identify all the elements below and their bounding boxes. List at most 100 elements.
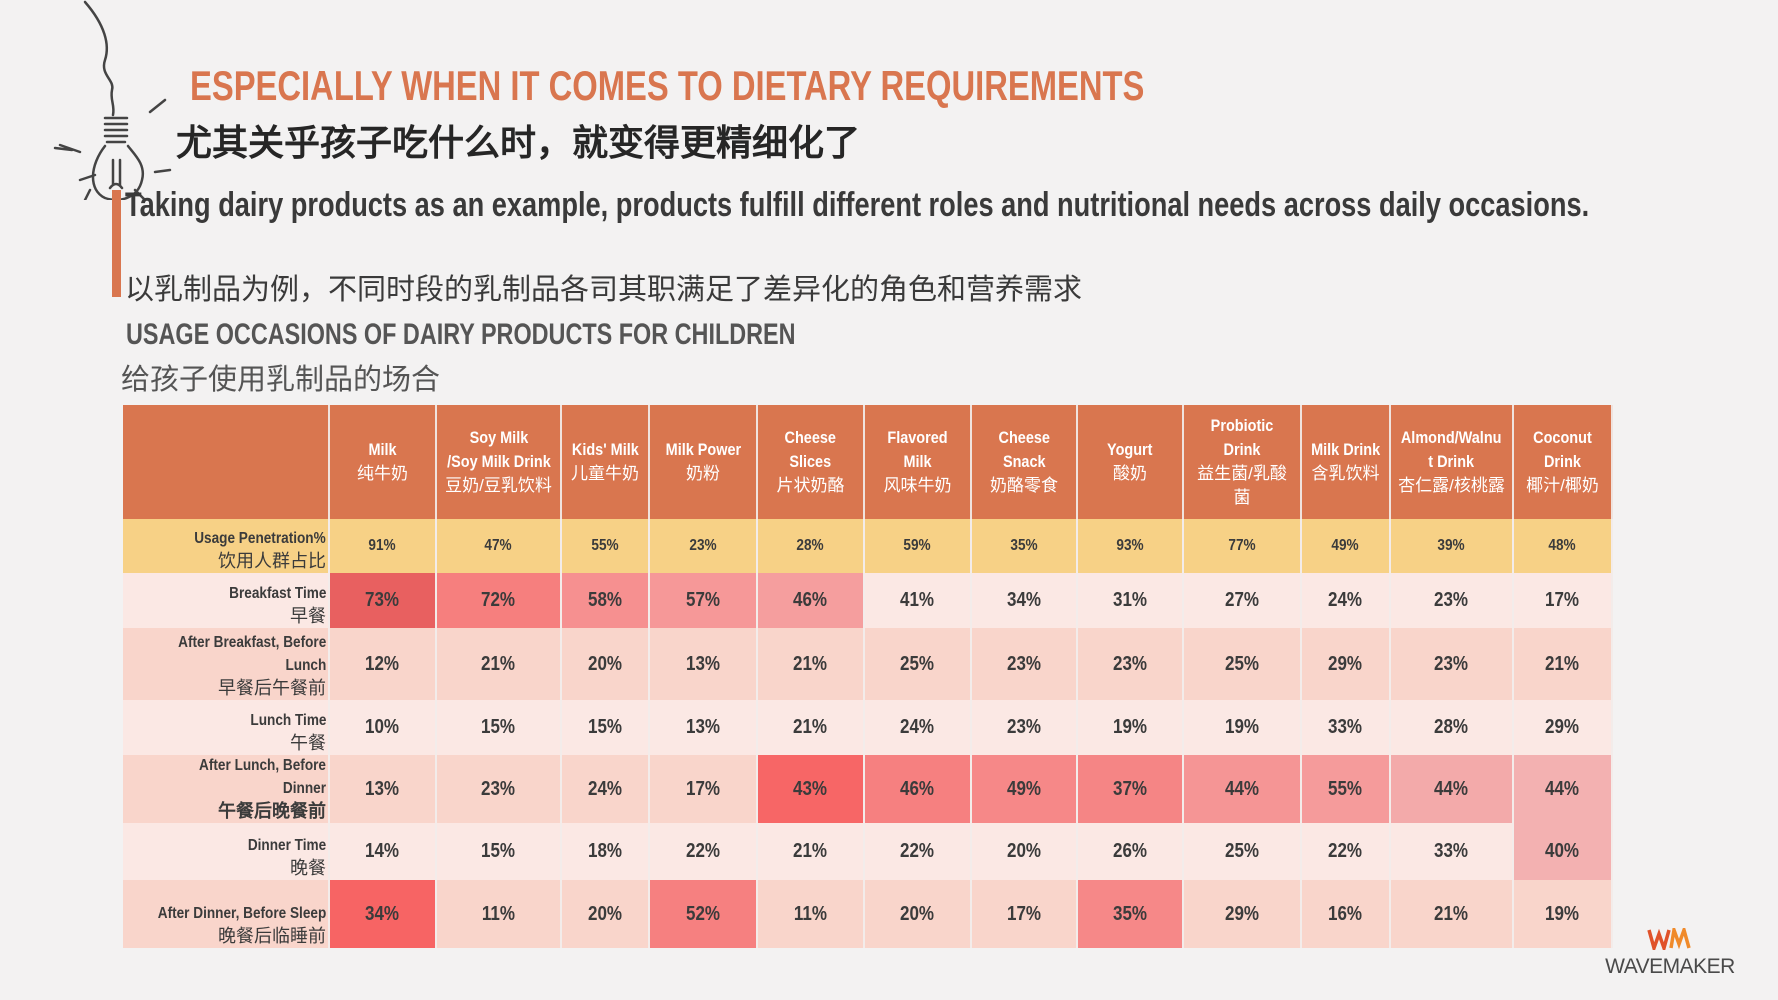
row-label-zh: 午餐后晚餐前 [218, 801, 326, 821]
table-cell: 46% [865, 755, 972, 823]
column-header-en: Cheese Snack [998, 428, 1050, 471]
table-cell: 23% [1078, 628, 1184, 700]
table-cell: 17% [1514, 573, 1613, 628]
table-cell: 12% [330, 628, 437, 700]
cell-value: 47% [484, 537, 513, 554]
column-header: Probiotic Drink 益生菌/乳酸 菌 [1184, 405, 1302, 519]
cell-value: 22% [900, 840, 935, 862]
table-cell: 18% [562, 823, 650, 880]
cell-value: 21% [793, 716, 828, 738]
cell-value: 29% [1545, 716, 1580, 738]
cell-value: 21% [1434, 902, 1469, 925]
column-header: Milk Drink 含乳饮料 [1302, 405, 1391, 519]
cell-value: 55% [1328, 777, 1363, 800]
cell-value: 40% [1545, 840, 1580, 862]
intro-text-zh: 以乳制品为例，不同时段的乳制品各司其职满足了差异化的角色和营养需求 [125, 274, 1083, 306]
cell-value: 23% [689, 537, 717, 554]
table-cell: 72% [437, 573, 562, 628]
table-cell: 44% [1514, 755, 1613, 823]
row-label-en: Usage Penetration% [194, 530, 326, 547]
table-cell: 13% [650, 700, 758, 755]
cell-value: 58% [587, 589, 623, 611]
wavemaker-logo: WAVEMAKER [1605, 923, 1735, 979]
cell-value: 25% [900, 652, 935, 675]
cell-value: 22% [685, 840, 721, 862]
column-header-en: Soy Milk /Soy Milk Drink [446, 428, 551, 471]
cell-value: 25% [1224, 840, 1260, 862]
table-cell: 20% [562, 628, 650, 700]
cell-value: 20% [587, 652, 623, 675]
table-cell: 20% [562, 880, 650, 948]
cell-value: 14% [365, 840, 400, 862]
cell-value: 41% [900, 589, 935, 611]
cell-value: 24% [900, 716, 935, 738]
row-label-en: After Dinner, Before Sleep [157, 905, 326, 922]
table-cell: 52% [650, 880, 758, 948]
table-cell: 43% [758, 755, 865, 823]
table-cell: 23% [1391, 573, 1514, 628]
table-cell: 34% [330, 880, 437, 948]
table-cell: 25% [865, 628, 972, 700]
cell-value: 59% [903, 537, 932, 554]
table-cell: 49% [972, 755, 1078, 823]
table-cell: 22% [650, 823, 758, 880]
table-cell: 23% [972, 628, 1078, 700]
table-cell: 73% [330, 573, 437, 628]
column-header-en: Milk Drink [1310, 440, 1381, 459]
cell-value: 44% [1224, 777, 1260, 800]
logo-text: WAVEMAKER [1605, 955, 1735, 978]
section-title-text: USAGE OCCASIONS OF DAIRY PRODUCTS FOR CH… [126, 318, 796, 351]
cell-value: 24% [1328, 589, 1363, 611]
column-header: Yogurt 酸奶 [1078, 405, 1184, 519]
column-header-zh: 片状奶酪 [776, 476, 845, 495]
column-header-en: Yogurt [1107, 440, 1153, 459]
cell-value: 13% [365, 777, 400, 800]
row-label: After Dinner, Before Sleep 晚餐后临睡前 [123, 880, 330, 948]
cell-value: 23% [481, 777, 516, 800]
table-cell: 44% [1184, 755, 1302, 823]
table-cell: 10% [330, 700, 437, 755]
table-cell: 21% [758, 823, 865, 880]
table-cell: 27% [1184, 573, 1302, 628]
table-cell: 19% [1514, 880, 1613, 948]
table-cell: 57% [650, 573, 758, 628]
table-cell: 13% [330, 755, 437, 823]
row-label-zh: 早餐后午餐前 [218, 678, 326, 698]
table-cell: 20% [972, 823, 1078, 880]
table-cell: 59% [865, 519, 972, 573]
column-header-zh: 风味牛奶 [883, 476, 952, 495]
cell-value: 34% [1006, 589, 1042, 611]
cell-value: 46% [793, 589, 828, 611]
column-header-zh: 酸奶 [1113, 464, 1147, 483]
cell-value: 15% [481, 840, 516, 862]
table-cell: 19% [1078, 700, 1184, 755]
cell-value: 23% [1434, 589, 1469, 611]
row-label: After Breakfast, Before Lunch 早餐后午餐前 [123, 628, 330, 700]
column-header-zh: 含乳饮料 [1311, 464, 1380, 483]
intro-text-en-content: Taking dairy products as an example, pro… [125, 186, 1590, 224]
table-cell: 23% [437, 755, 562, 823]
cell-value: 55% [591, 537, 619, 554]
column-header-zh: 纯牛奶 [357, 464, 408, 483]
table-cell: 28% [1391, 700, 1514, 755]
wm-logo-icon [1647, 923, 1691, 954]
cell-value: 52% [685, 902, 721, 925]
cell-value: 35% [1112, 902, 1148, 925]
cell-value: 22% [1328, 840, 1363, 862]
table-cell: 29% [1184, 880, 1302, 948]
table-cell: 24% [865, 700, 972, 755]
row-label-zh: 晚餐后临睡前 [218, 926, 326, 946]
cell-value: 26% [1112, 840, 1148, 862]
column-header: Kids' Milk 儿童牛奶 [562, 405, 650, 519]
table-cell: 77% [1184, 519, 1302, 573]
table-cell: 55% [562, 519, 650, 573]
cell-value: 93% [1116, 537, 1144, 554]
cell-value: 21% [1545, 652, 1580, 675]
cell-value: 17% [685, 777, 721, 800]
cell-value: 31% [1112, 589, 1148, 611]
table-cell: 24% [1302, 573, 1391, 628]
table-cell: 22% [1302, 823, 1391, 880]
table-cell: 49% [1302, 519, 1391, 573]
cell-value: 23% [1006, 652, 1042, 675]
column-header: Milk Power 奶粉 [650, 405, 758, 519]
